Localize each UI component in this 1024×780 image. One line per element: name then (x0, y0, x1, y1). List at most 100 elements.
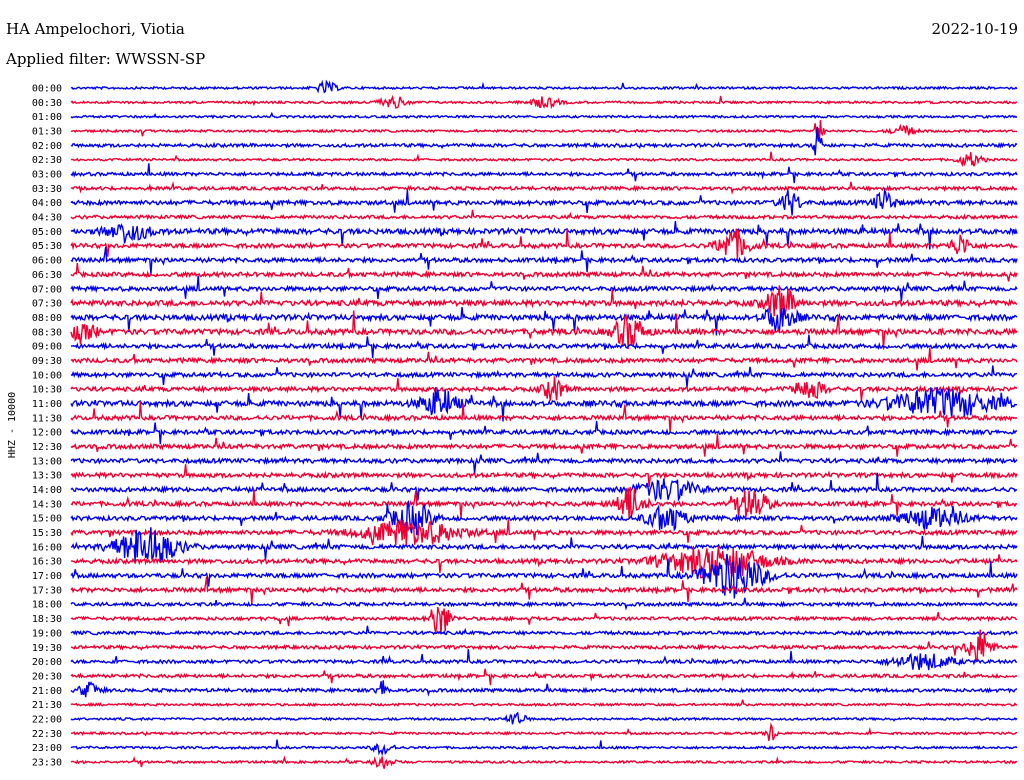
time-tick-label: 14:00 (32, 485, 62, 496)
trace-row (70, 433, 1018, 457)
trace-row (70, 625, 1018, 637)
time-tick-label: 21:00 (32, 686, 62, 697)
y-axis-label-group: HHZ - 10000 (7, 392, 18, 458)
time-tick-label: 04:00 (32, 198, 62, 209)
time-tick-label: 00:30 (32, 98, 62, 109)
time-tick-label: 14:30 (32, 499, 62, 510)
time-tick-label: 03:30 (32, 184, 62, 195)
time-tick-label: 08:00 (32, 313, 62, 324)
trace-row (70, 527, 1018, 563)
trace-row (70, 94, 1018, 110)
trace-row (70, 221, 1018, 250)
time-tick-label: 08:30 (32, 327, 62, 338)
time-tick-label: 17:30 (32, 585, 62, 596)
trace-row (70, 606, 1018, 635)
time-tick-label: 01:00 (32, 112, 62, 123)
trace-row (70, 545, 1018, 579)
time-tick-label: 21:30 (32, 700, 62, 711)
trace-row (70, 307, 1018, 336)
time-tick-label: 23:00 (32, 743, 62, 754)
trace-row (70, 519, 1018, 547)
trace-row (70, 420, 1018, 445)
trace-row (70, 310, 1018, 350)
time-tick-label: 10:00 (32, 370, 62, 381)
trace-row (70, 699, 1018, 708)
time-tick-label: 05:30 (32, 241, 62, 252)
trace-row (70, 334, 1018, 359)
trace-row (70, 649, 1018, 671)
time-tick-label: 22:30 (32, 729, 62, 740)
time-tick-label: 02:00 (32, 141, 62, 152)
trace-row (70, 151, 1018, 168)
station-title: HA Ampelochori, Viotia (6, 20, 185, 38)
time-tick-label: 13:00 (32, 456, 62, 467)
trace-row (70, 126, 1018, 156)
traces-group (70, 79, 1018, 769)
trace-row (70, 499, 1018, 536)
time-tick-label: 01:30 (32, 127, 62, 138)
trace-row (70, 464, 1018, 487)
trace-row (70, 181, 1018, 195)
trace-row (70, 711, 1018, 725)
y-axis-label: HHZ - 10000 (7, 392, 18, 458)
trace-row (70, 680, 1018, 698)
trace-row (70, 263, 1018, 282)
time-tick-label: 22:00 (32, 714, 62, 725)
time-tick-label: 09:30 (32, 356, 62, 367)
time-tick-label: 16:00 (32, 542, 62, 553)
time-tick-label: 20:00 (32, 657, 62, 668)
trace-row (70, 739, 1018, 757)
trace-row (70, 386, 1018, 422)
trace-row (70, 275, 1018, 302)
trace-row (70, 228, 1018, 261)
trace-row (70, 629, 1018, 664)
trace-row (70, 120, 1018, 142)
time-tick-label: 23:30 (32, 757, 62, 768)
time-tick-label: 13:30 (32, 471, 62, 482)
trace-row (70, 365, 1018, 388)
time-tick-label: 12:00 (32, 428, 62, 439)
time-tick-label: 19:00 (32, 628, 62, 639)
time-tick-label: 09:00 (32, 342, 62, 353)
time-tick-label: 06:30 (32, 270, 62, 281)
time-tick-label: 18:30 (32, 614, 62, 625)
time-tick-label: 19:30 (32, 643, 62, 654)
date-label: 2022-10-19 (931, 20, 1018, 38)
trace-row (70, 755, 1018, 769)
trace-row (70, 209, 1018, 221)
trace-row (70, 722, 1018, 742)
time-tick-label: 12:30 (32, 442, 62, 453)
trace-row (70, 111, 1018, 120)
time-tick-label: 11:30 (32, 413, 62, 424)
filter-label: Applied filter: WWSSN-SP (6, 50, 206, 68)
time-tick-label: 10:30 (32, 385, 62, 396)
time-tick-labels: 00:00 00:30 01:00 01:30 02:00 02:30 03:00 03:30… (32, 84, 62, 769)
trace-row (70, 486, 1018, 519)
time-tick-label: 05:00 (32, 227, 62, 238)
trace-row (70, 163, 1018, 184)
trace-row (70, 668, 1018, 686)
time-tick-label: 07:30 (32, 299, 62, 310)
time-tick-label: 15:30 (32, 528, 62, 539)
time-tick-label: 06:00 (32, 256, 62, 267)
trace-row (70, 553, 1018, 599)
trace-row (70, 285, 1018, 320)
trace-row (70, 188, 1018, 216)
trace-row (70, 376, 1017, 401)
trace-row (70, 79, 1018, 94)
trace-row (70, 597, 1018, 611)
trace-row (70, 400, 1018, 432)
trace-row (70, 472, 1018, 502)
time-tick-label: 02:30 (32, 155, 62, 166)
time-tick-label: 00:00 (32, 84, 62, 95)
trace-row (70, 347, 1018, 371)
time-tick-label: 15:00 (32, 514, 62, 525)
trace-row (70, 451, 1018, 474)
time-tick-label: 11:00 (32, 399, 62, 410)
time-tick-label: 07:00 (32, 284, 62, 295)
time-tick-label: 16:30 (32, 557, 62, 568)
time-tick-label: 03:00 (32, 170, 62, 181)
time-tick-label: 18:00 (32, 600, 62, 611)
time-tick-label: 04:30 (32, 213, 62, 224)
